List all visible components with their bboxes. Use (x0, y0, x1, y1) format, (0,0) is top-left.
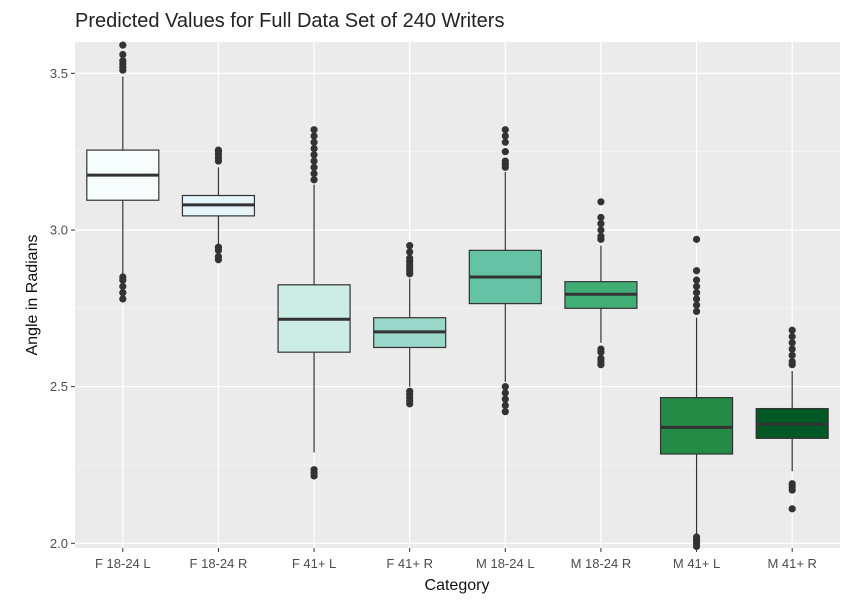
x-tick-label: M 18-24 R (571, 556, 632, 571)
outlier-point (597, 354, 605, 363)
outlier-point (788, 480, 796, 488)
box-m-41-r (755, 326, 829, 513)
outlier-point (119, 289, 127, 297)
y-tick-label: 2.5 (50, 379, 68, 394)
outlier-point (501, 138, 509, 146)
x-tick-label: F 18-24 R (190, 556, 248, 571)
outlier-point (310, 163, 318, 171)
outlier-point (501, 408, 509, 416)
box-f-41-l (277, 126, 351, 480)
outlier-point (501, 148, 509, 156)
outlier-point (692, 307, 701, 316)
outlier-point (501, 126, 509, 134)
outlier-point (692, 282, 701, 290)
outlier-point (119, 41, 127, 49)
outlier-point (501, 389, 509, 397)
outlier-point (119, 273, 127, 281)
outlier-point (597, 345, 605, 353)
x-tick-label: M 41+ R (767, 556, 817, 571)
outlier-point (692, 533, 701, 541)
outlier-point (788, 357, 796, 366)
outlier-point (597, 220, 605, 228)
outlier-point (214, 253, 223, 261)
outlier-point (788, 332, 796, 341)
outlier-point (310, 144, 318, 153)
y-tick-label: 3.0 (50, 222, 68, 237)
box-m-18-24-r (564, 198, 638, 369)
outlier-point (788, 505, 796, 513)
outlier-point (692, 301, 701, 309)
outlier-point (692, 276, 701, 284)
outlier-point (119, 57, 127, 65)
outlier-point (406, 248, 414, 256)
outlier-point (597, 226, 605, 234)
outlier-point (406, 242, 414, 250)
outlier-point (310, 169, 318, 178)
outlier-point (597, 213, 605, 222)
outlier-point (214, 243, 223, 251)
outlier-point (310, 132, 318, 140)
outlier-point (310, 138, 318, 146)
y-tick-label: 3.5 (50, 66, 68, 81)
outlier-point (597, 232, 605, 240)
outlier-point (310, 151, 318, 159)
box-f-41-r (373, 242, 447, 408)
x-tick-label: M 18-24 L (476, 556, 535, 571)
chart-title: Predicted Values for Full Data Set of 24… (75, 10, 504, 32)
outlier-point (501, 401, 509, 410)
y-tick-label: 2.0 (50, 536, 68, 551)
outlier-point (214, 146, 223, 154)
outlier-point (692, 267, 701, 275)
outlier-point (501, 395, 509, 403)
boxes-layer (86, 41, 829, 551)
box-f-18-24-l (86, 41, 160, 303)
outlier-point (788, 345, 796, 353)
outlier-point (501, 132, 509, 140)
outlier-point (692, 289, 701, 297)
y-axis-ticks: 2.0 2.5 3.0 3.5 (50, 66, 75, 551)
outlier-point (501, 383, 509, 391)
outlier-point (119, 295, 127, 303)
outlier-point (310, 126, 318, 134)
outlier-point (119, 282, 127, 290)
outlier-point (788, 326, 796, 334)
outlier-point (692, 295, 701, 303)
plot-panel (75, 42, 840, 548)
y-axis-title: Angle in Radians (24, 235, 41, 356)
outlier-point (597, 198, 605, 206)
x-tick-label: F 18-24 L (95, 556, 151, 571)
outlier-point (692, 235, 701, 243)
box-f-18-24-r (181, 146, 256, 264)
outlier-point (310, 466, 318, 474)
x-tick-label: F 41+ R (386, 556, 433, 571)
outlier-point (119, 50, 127, 59)
box-m-41-l (659, 235, 734, 551)
x-tick-label: M 41+ L (673, 556, 720, 571)
x-axis-title: Category (425, 577, 490, 594)
outlier-point (788, 351, 796, 359)
box-m-18-24-l (468, 126, 542, 416)
outlier-point (788, 339, 796, 347)
outlier-point (406, 387, 414, 395)
x-tick-label: F 41+ L (292, 556, 336, 571)
outlier-point (310, 176, 318, 184)
outlier-point (310, 157, 318, 165)
box-iqr (659, 397, 734, 455)
outlier-point (501, 157, 509, 165)
x-axis-ticks: F 18-24 L F 18-24 R F 41+ L F 41+ R M 18-24 … (95, 548, 817, 571)
outlier-point (406, 254, 414, 262)
